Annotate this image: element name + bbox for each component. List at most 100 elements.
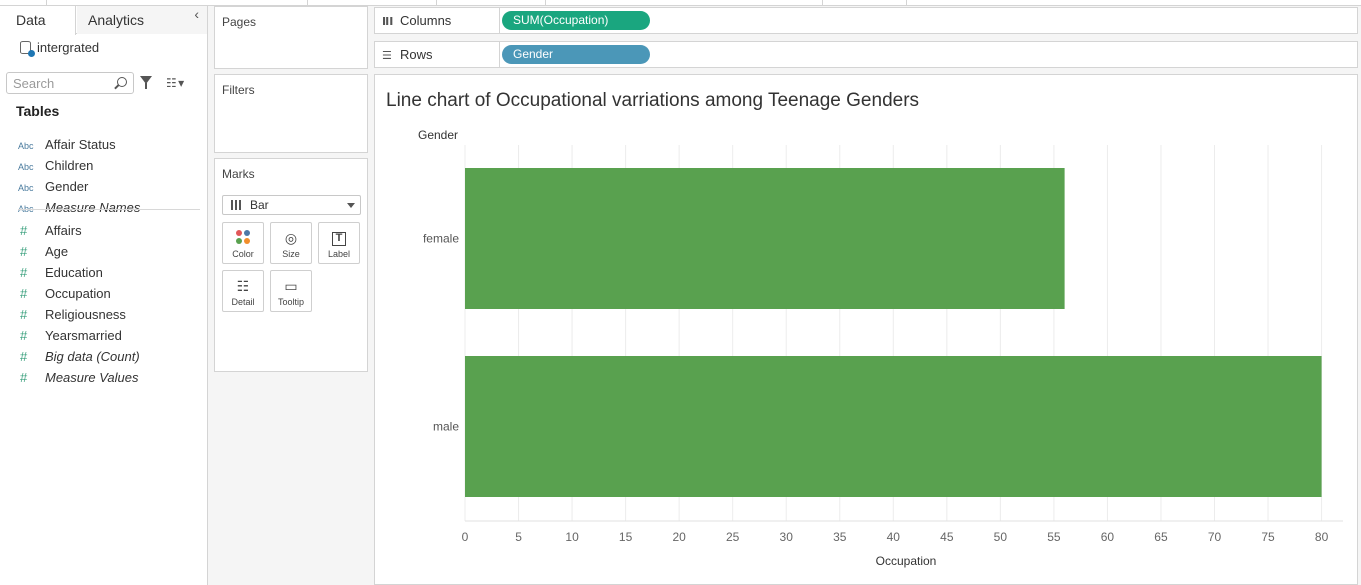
x-tick-label: 70 bbox=[1208, 530, 1222, 544]
field-measure[interactable]: # Education bbox=[18, 262, 103, 283]
tab-data[interactable]: Data bbox=[0, 6, 76, 35]
string-type-icon: Abc bbox=[18, 141, 34, 151]
data-pane-tabs: Data Analytics ‹ bbox=[0, 6, 207, 35]
field-name: Religiousness bbox=[45, 307, 126, 322]
field-name: Children bbox=[45, 158, 94, 173]
field-measure[interactable]: # Religiousness bbox=[18, 304, 126, 325]
field-name: Affair Status bbox=[45, 137, 116, 152]
label-button-label: Label bbox=[327, 249, 351, 259]
color-button[interactable]: Color bbox=[222, 222, 264, 264]
field-measure[interactable]: # Yearsmarried bbox=[18, 325, 122, 346]
field-name: Occupation bbox=[45, 286, 111, 301]
number-type-icon: # bbox=[20, 370, 28, 385]
detail-button-label: Detail bbox=[231, 297, 255, 307]
tab-analytics[interactable]: Analytics bbox=[77, 6, 207, 34]
marks-card: Marks Bar Color ◎ Size T Label ☷ Detail … bbox=[214, 158, 368, 372]
x-tick-label: 15 bbox=[619, 530, 633, 544]
field-dimension[interactable]: Abc Measure Names bbox=[18, 197, 140, 218]
marks-title: Marks bbox=[222, 167, 255, 181]
row-header-gender: Gender bbox=[418, 128, 458, 142]
tooltip-button[interactable]: ▭ Tooltip bbox=[270, 270, 312, 312]
search-input[interactable] bbox=[7, 73, 111, 93]
field-dimension[interactable]: Abc Affair Status bbox=[18, 134, 116, 155]
tab-analytics-label: Analytics bbox=[88, 12, 145, 28]
database-icon bbox=[20, 41, 35, 57]
field-measure[interactable]: # Big data (Count) bbox=[18, 346, 140, 367]
field-measure[interactable]: # Age bbox=[18, 241, 68, 262]
string-type-icon: Abc bbox=[18, 162, 34, 172]
view-options-icon[interactable]: ☷ ▾ bbox=[166, 76, 184, 90]
pages-card[interactable]: Pages bbox=[214, 6, 368, 69]
number-type-icon: # bbox=[20, 328, 28, 343]
columns-shelf-label: ⅡⅠ Columns bbox=[375, 8, 500, 33]
number-type-icon: # bbox=[20, 307, 28, 322]
field-measure[interactable]: # Measure Values bbox=[18, 367, 138, 388]
rows-label-text: Rows bbox=[400, 47, 433, 62]
x-tick-label: 30 bbox=[780, 530, 794, 544]
rows-shelf-label: ☰ Rows bbox=[375, 42, 500, 67]
columns-pill[interactable]: SUM(Occupation) bbox=[502, 11, 650, 30]
columns-icon: ⅡⅠ bbox=[382, 16, 394, 28]
tables-heading: Tables bbox=[16, 103, 60, 119]
rows-icon: ☰ bbox=[382, 50, 392, 62]
search-box bbox=[6, 72, 134, 94]
data-source-name: intergrated bbox=[37, 40, 100, 55]
size-button[interactable]: ◎ Size bbox=[270, 222, 312, 264]
field-name: Measure Values bbox=[45, 370, 139, 385]
x-axis-title: Occupation bbox=[876, 554, 937, 568]
tooltip-icon: ▭ bbox=[284, 278, 298, 294]
x-tick-label: 0 bbox=[462, 530, 469, 544]
size-button-label: Size bbox=[282, 249, 300, 259]
field-name: Gender bbox=[45, 179, 89, 194]
field-name: Big data (Count) bbox=[45, 349, 140, 364]
field-name: Measure Names bbox=[45, 200, 141, 215]
label-button[interactable]: T Label bbox=[318, 222, 360, 264]
x-tick-label: 45 bbox=[940, 530, 954, 544]
viz-area: Line chart of Occupational varriations a… bbox=[374, 74, 1358, 585]
chart-title: Line chart of Occupational varriations a… bbox=[386, 90, 920, 111]
x-tick-label: 25 bbox=[726, 530, 740, 544]
detail-button[interactable]: ☷ Detail bbox=[222, 270, 264, 312]
x-tick-label: 55 bbox=[1047, 530, 1061, 544]
x-tick-label: 5 bbox=[515, 530, 522, 544]
filter-icon[interactable] bbox=[140, 76, 152, 89]
x-tick-label: 40 bbox=[887, 530, 901, 544]
x-tick-label: 35 bbox=[833, 530, 847, 544]
x-tick-label: 10 bbox=[565, 530, 579, 544]
color-dots-icon bbox=[223, 229, 263, 253]
x-tick-label: 50 bbox=[994, 530, 1008, 544]
number-type-icon: # bbox=[20, 349, 28, 364]
x-tick-label: 75 bbox=[1261, 530, 1275, 544]
x-tick-label: 65 bbox=[1154, 530, 1168, 544]
field-name: Yearsmarried bbox=[45, 328, 122, 343]
search-icon[interactable] bbox=[117, 77, 127, 87]
number-type-icon: # bbox=[20, 265, 28, 280]
color-button-label: Color bbox=[232, 249, 254, 259]
columns-shelf: ⅡⅠ Columns SUM(Occupation) bbox=[374, 7, 1358, 34]
data-source[interactable]: intergrated bbox=[20, 40, 100, 57]
field-name: Age bbox=[45, 244, 69, 259]
x-tick-label: 60 bbox=[1101, 530, 1115, 544]
bar bbox=[465, 168, 1065, 309]
field-measure[interactable]: # Occupation bbox=[18, 283, 111, 304]
detail-icon: ☷ bbox=[236, 278, 250, 294]
bar-chart-icon bbox=[231, 200, 243, 210]
chevron-down-icon bbox=[347, 203, 355, 208]
field-divider bbox=[18, 209, 200, 210]
category-label: male bbox=[433, 420, 459, 434]
field-dimension[interactable]: Abc Children bbox=[18, 155, 93, 176]
top-strip bbox=[0, 0, 1361, 6]
field-dimension[interactable]: Abc Gender bbox=[18, 176, 88, 197]
number-type-icon: # bbox=[20, 244, 28, 259]
mark-type-dropdown[interactable]: Bar bbox=[222, 195, 361, 215]
number-type-icon: # bbox=[20, 223, 28, 238]
x-tick-label: 20 bbox=[672, 530, 686, 544]
data-pane: Data Analytics ‹ intergrated ☷ ▾ Tables … bbox=[0, 6, 208, 585]
field-measure[interactable]: # Affairs bbox=[18, 220, 82, 241]
bar-chart: female male 0 5 10 15 20 25 30 35 40 45 50 55 60 65 70 75… bbox=[418, 128, 1343, 568]
chevron-left-icon[interactable]: ‹ bbox=[194, 6, 199, 22]
filters-card[interactable]: Filters bbox=[214, 74, 368, 153]
rows-pill[interactable]: Gender bbox=[502, 45, 650, 64]
field-name: Affairs bbox=[45, 223, 82, 238]
tooltip-button-label: Tooltip bbox=[277, 297, 304, 307]
